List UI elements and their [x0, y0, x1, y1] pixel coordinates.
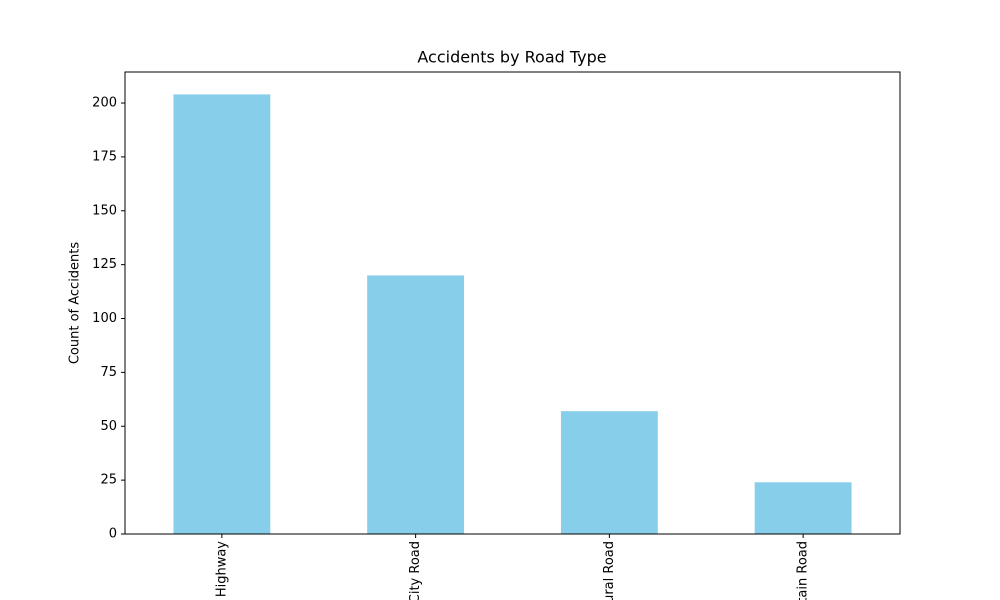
bar [560, 411, 658, 534]
y-tick-label: 125 [92, 257, 117, 272]
y-tick-label: 100 [92, 311, 117, 326]
y-tick-label: 75 [100, 365, 117, 380]
x-tick-label: Rural Road [602, 541, 617, 600]
x-tick-label: Mountain Road [796, 541, 811, 600]
bar [754, 482, 852, 534]
x-tick-label: Highway [214, 541, 229, 597]
y-tick-label: 50 [100, 419, 117, 434]
bar [367, 275, 465, 534]
y-tick-label: 0 [109, 527, 117, 542]
x-tick-label: City Road [408, 541, 423, 600]
plot-frame [124, 71, 901, 535]
chart-title: Accidents by Road Type [417, 48, 606, 67]
y-tick-label: 200 [92, 96, 117, 111]
bar [173, 94, 271, 534]
y-tick-label: 175 [92, 149, 117, 164]
y-axis-label: Count of Accidents [68, 242, 83, 365]
y-tick-label: 150 [92, 203, 117, 218]
y-tick-label: 25 [100, 473, 117, 488]
